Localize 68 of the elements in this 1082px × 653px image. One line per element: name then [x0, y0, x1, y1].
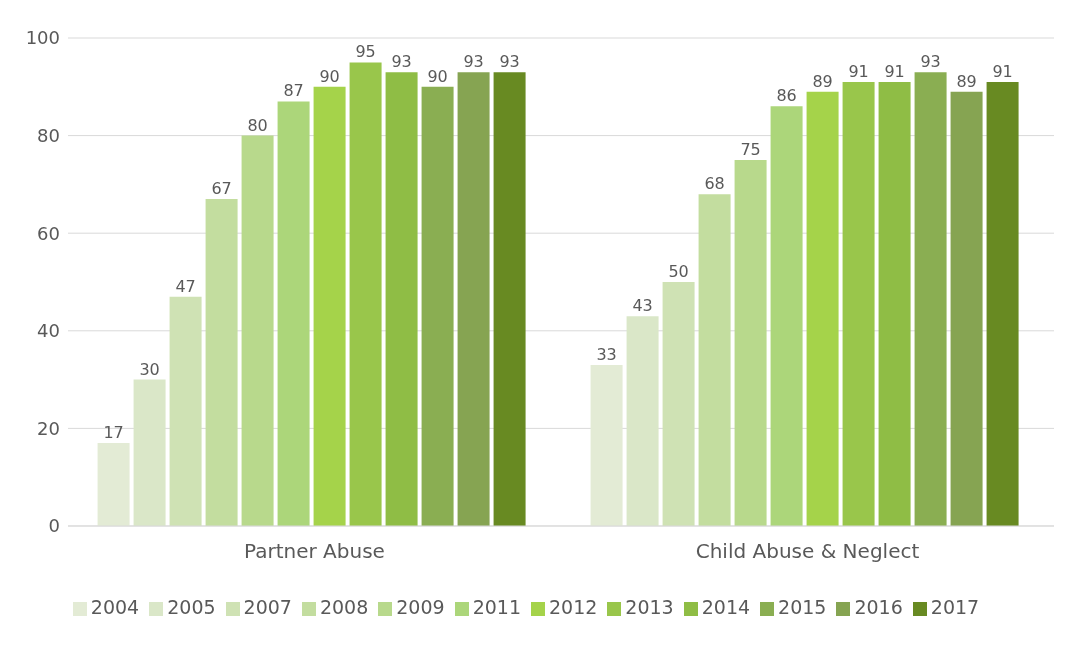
data-label: 80 [247, 115, 268, 135]
bar [241, 135, 274, 526]
legend-label: 2007 [243, 596, 292, 618]
bar [493, 72, 526, 526]
data-label: 93 [499, 52, 520, 72]
bar [313, 86, 346, 526]
data-label: 87 [283, 81, 304, 101]
legend-label: 2009 [396, 596, 445, 618]
bar [914, 72, 947, 526]
data-label: 90 [427, 66, 448, 86]
bar [806, 91, 839, 526]
bar [205, 199, 238, 526]
bar [349, 62, 382, 526]
bar [169, 296, 202, 526]
y-tick-label: 0 [48, 515, 60, 537]
legend-label: 2004 [90, 596, 140, 618]
x-tick-label: Child Abuse & Neglect [695, 539, 920, 564]
y-tick-label: 20 [37, 417, 60, 439]
bar [734, 160, 767, 526]
bar [277, 101, 310, 526]
data-label: 17 [103, 423, 124, 443]
legend-label: 2008 [319, 596, 369, 618]
bar [662, 282, 695, 526]
data-label: 89 [956, 71, 977, 91]
data-label: 91 [848, 61, 869, 81]
bar [97, 443, 130, 526]
data-label: 75 [740, 140, 761, 159]
bar [770, 106, 803, 526]
data-label: 43 [632, 296, 653, 316]
bar [878, 81, 911, 526]
data-label: 91 [884, 61, 905, 81]
legend-label: 2014 [701, 596, 751, 618]
bar [590, 364, 623, 526]
bar [385, 72, 418, 526]
legend-label: 2016 [854, 596, 903, 618]
bar [842, 81, 875, 526]
data-label: 86 [776, 86, 797, 106]
data-label: 91 [992, 61, 1013, 81]
data-label: 50 [668, 262, 689, 281]
data-label: 33 [596, 344, 617, 364]
y-tick-label: 40 [37, 320, 60, 342]
data-label: 95 [355, 42, 376, 62]
legend-label: 2017 [930, 596, 980, 618]
bar [698, 194, 731, 526]
data-label: 93 [920, 52, 941, 72]
x-tick-label: Partner Abuse [244, 539, 385, 564]
data-label: 30 [139, 359, 160, 379]
data-label: 89 [812, 71, 833, 91]
y-tick-label: 100 [25, 27, 60, 49]
legend-label: 2013 [625, 596, 674, 618]
data-label: 68 [704, 174, 725, 194]
bar [950, 91, 983, 526]
legend-label: 2011 [472, 596, 521, 618]
legend-label: 2005 [167, 596, 216, 618]
data-label: 47 [175, 276, 196, 296]
y-tick-label: 80 [37, 124, 60, 146]
bar [421, 86, 454, 526]
bar [626, 316, 659, 526]
bar [986, 81, 1019, 526]
data-label: 67 [211, 179, 232, 199]
bar [457, 72, 490, 526]
data-label: 93 [463, 52, 484, 72]
data-label: 90 [319, 66, 340, 86]
y-tick-label: 60 [37, 222, 60, 244]
bar [133, 379, 166, 526]
legend-label: 2015 [778, 596, 827, 618]
legend-label: 2012 [549, 596, 598, 618]
data-label: 93 [391, 52, 412, 72]
